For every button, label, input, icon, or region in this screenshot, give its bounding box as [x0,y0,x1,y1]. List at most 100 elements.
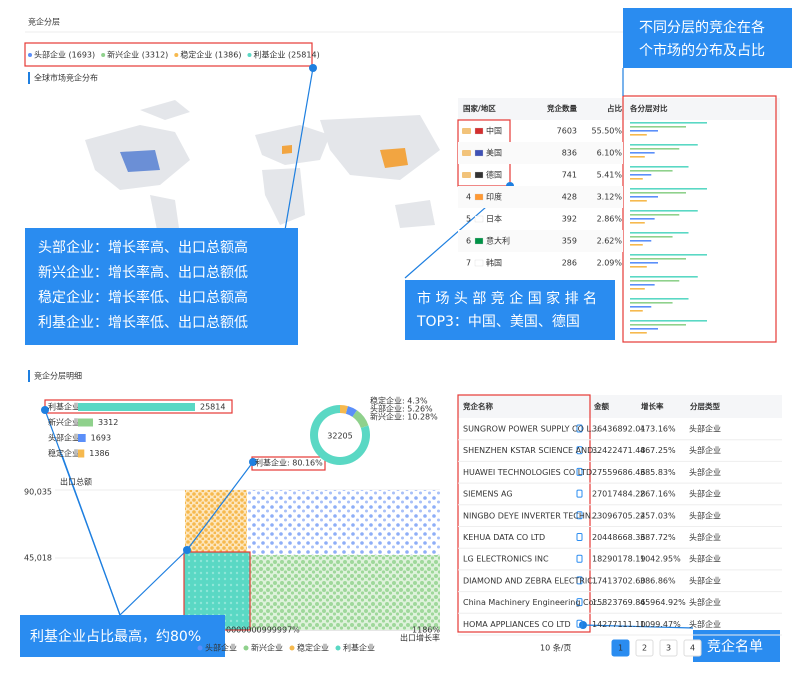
compare-bar [630,134,647,136]
row-bg [458,186,623,208]
cell: HOMA APPLIANCES CO LTD [463,620,571,629]
page-button[interactable] [611,639,630,657]
share: 3.12% [597,193,623,202]
medal-icon [462,172,471,178]
country: 日本 [486,214,502,224]
link-icon [576,446,583,455]
bar [78,418,94,427]
bar [78,449,85,458]
donut-segment [345,406,357,417]
flag-icon [474,149,484,157]
cell: 头部企业 [689,597,721,607]
cell: 头部企业 [689,445,721,455]
rank: 4 [466,193,471,202]
annotation: TOP3：中国、美国、德国 [416,314,580,330]
link-icon [576,576,583,585]
row-bg [458,142,623,164]
x-tick-label: 0000000999997% [226,626,300,635]
compare-bar [630,276,698,278]
link-icon [576,467,583,476]
link-icon [576,533,583,541]
compare-bar [630,148,680,150]
cell: 385.83% [640,468,676,477]
page-button[interactable] [683,639,702,657]
compare-bar [630,254,707,256]
legend-dot [101,53,106,57]
compare-bar [630,258,686,260]
table-header: 分层类型 [690,401,720,411]
y-tick-label: 45,018 [24,554,52,563]
page-button[interactable] [635,639,654,657]
page-button[interactable] [659,639,678,657]
share: 2.09% [597,259,623,268]
cell: 头部企业 [689,424,721,434]
country: 意大利 [486,236,510,246]
page-number[interactable]: 3 [666,644,671,653]
legend-dot [197,645,203,651]
compare-bar [630,332,647,334]
y-tick-label: 90,035 [24,488,52,497]
y-axis-title: 出口总额 [60,477,92,487]
compare-bar [630,214,680,216]
cell: 头部企业 [689,467,721,477]
count: 286 [562,259,577,268]
cell: 18290178.19 [592,555,645,564]
cell: 386.86% [640,576,676,585]
donut-total: 32205 [327,432,352,441]
compare-bar [630,192,686,194]
cell: 15823769.86 [592,598,645,607]
cell: NINGBO DEYE INVERTER TECHN... [463,511,598,520]
share: 2.62% [597,237,623,246]
compare-bar [630,166,689,168]
legend-item: 头部企业 [205,643,237,653]
compare-bar [630,152,655,154]
legend-dot [247,53,252,57]
cell: 17413702.60 [592,576,645,585]
cell: 257.03% [640,511,676,520]
count: 359 [562,237,577,246]
legend-item: 头部企业 (1693) [34,50,95,60]
compare-bar [630,156,645,158]
bar-value: 3312 [98,418,118,427]
annotation: 利基企业占比最高，约80% [30,628,201,645]
bar [78,403,195,411]
page-size[interactable]: 10 条/页 [540,643,571,653]
compare-bar [630,188,707,190]
donut-segment [352,410,369,428]
page-number[interactable]: 2 [642,644,647,653]
compare-bar [630,200,647,202]
table-header: 占比 [607,103,622,113]
cell: SUNGROW POWER SUPPLY CO L... [463,425,599,434]
compare-bar [630,170,673,172]
share: 55.50% [591,127,622,136]
page-number[interactable]: 4 [690,644,695,653]
share: 5.41% [597,171,623,180]
detail-title: 竞企分层明细 [34,371,82,381]
annotation: 市 场 头 部 竞 企 国 家 排 名 [417,290,597,307]
bar-label: 头部企业 [48,433,80,443]
compare-bar [630,280,680,282]
compare-bar [630,324,686,326]
legend-item: 稳定企业 (1386) [180,50,241,60]
compare-bar [630,306,652,308]
table-header: 竞企名称 [462,401,493,411]
legend-dot [243,645,249,651]
table-header: 金额 [593,401,609,411]
flag-icon [474,237,484,245]
cell: 387.72% [640,533,676,542]
x-axis-title: 出口增长率 [400,633,440,643]
cell: HUAWEI TECHNOLOGIES CO LTD [463,468,592,477]
cell: 头部企业 [689,554,721,564]
cell: 1099.47% [640,620,681,629]
annotation: 新兴企业：增长率高、出口总额低 [38,264,248,281]
share: 6.10% [597,149,623,158]
cell: 32422471.48 [592,446,645,455]
count: 741 [562,171,577,180]
compare-bar [630,222,645,224]
flag-icon [474,171,484,179]
map-title: 全球市场竞企分布 [34,73,98,83]
annotation: 竞企名单 [707,638,763,655]
row-bg [458,230,623,252]
cell: 20448668.36 [592,533,645,542]
page-number[interactable]: 1 [618,644,623,653]
